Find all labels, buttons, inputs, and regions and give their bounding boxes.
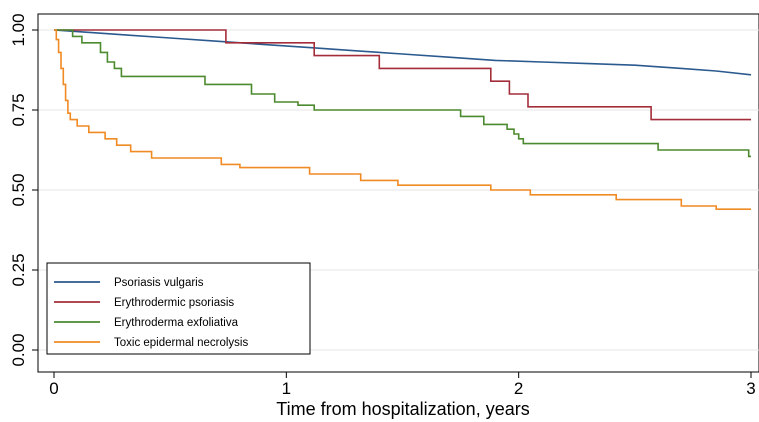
y-tick-label: 1.00 xyxy=(9,13,28,46)
x-tick-label: 2 xyxy=(514,379,523,398)
legend-label: Psoriasis vulgaris xyxy=(114,277,204,289)
y-tick-label: 0.75 xyxy=(9,93,28,126)
x-tick-label: 0 xyxy=(49,379,58,398)
y-tick-label: 0.25 xyxy=(9,253,28,286)
x-tick-label: 1 xyxy=(282,379,291,398)
y-tick-label: 0.50 xyxy=(9,173,28,206)
series-group xyxy=(53,29,752,210)
series-line-1 xyxy=(53,29,752,76)
x-tick-label: 3 xyxy=(746,379,755,398)
ticks: 0.00 0.25 0.50 0.75 1.00 0 1 2 3 xyxy=(9,13,756,398)
legend-items: Psoriasis vulgaris Erythrodermic psoriasi… xyxy=(54,277,248,349)
legend-label: Toxic epidermal necrolysis xyxy=(114,337,248,349)
legend: Psoriasis vulgaris Erythrodermic psoriasi… xyxy=(46,262,311,355)
legend-label: Erythroderma exfoliativa xyxy=(114,317,239,329)
y-tick-label: 0.00 xyxy=(9,333,28,366)
series-line-2 xyxy=(54,29,751,121)
series-line-3 xyxy=(54,29,751,158)
x-axis-title: Time from hospitalization, years xyxy=(276,399,529,419)
legend-box xyxy=(46,262,311,355)
series-line-4 xyxy=(54,29,751,210)
legend-label: Erythrodermic psoriasis xyxy=(114,297,234,309)
axes xyxy=(37,14,759,373)
